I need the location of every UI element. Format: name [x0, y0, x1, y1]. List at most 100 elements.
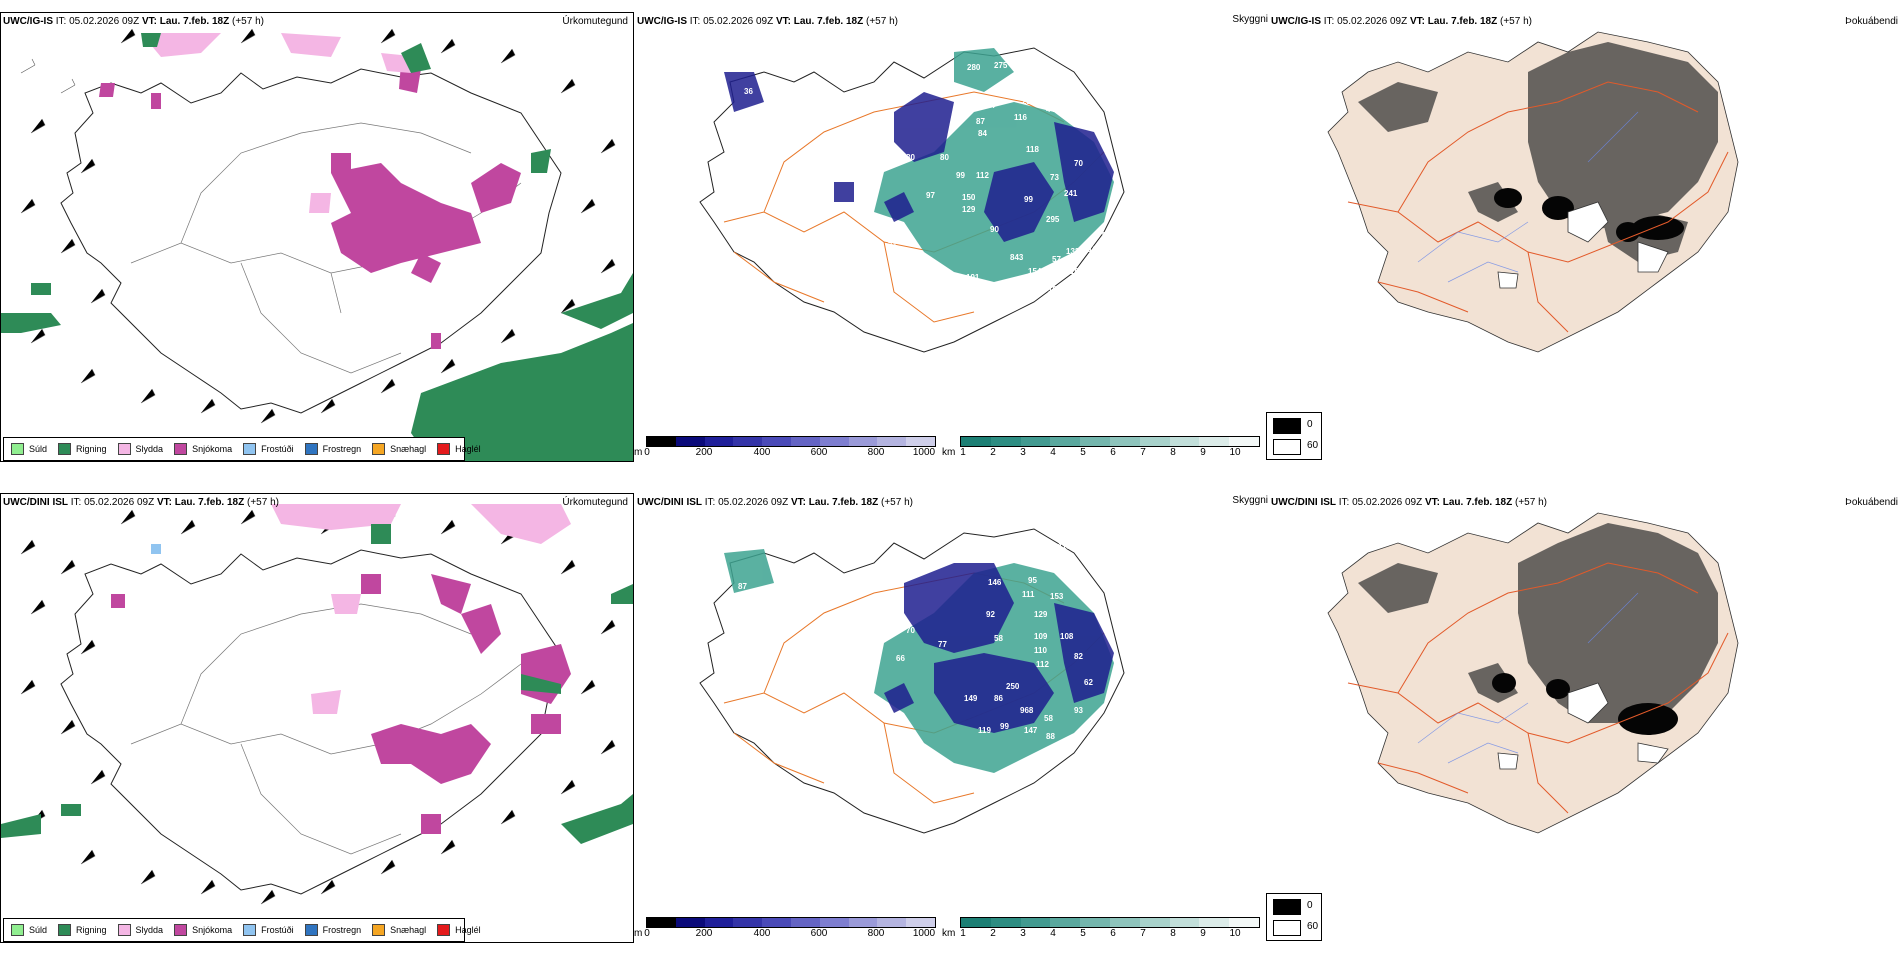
model-name: UWC/DINI ISL [637, 497, 702, 508]
legend-item-sudd: Súld [11, 924, 47, 936]
visibility-tick: 7 [1140, 928, 1146, 939]
precip-type-map[interactable] [1, 494, 633, 942]
ceiling-label: 87 [976, 117, 985, 126]
valid-time: Lau. 7.feb. 18Z [1427, 16, 1498, 27]
model-name: UWC/DINI ISL [3, 497, 68, 508]
iceland-outline [699, 47, 1125, 353]
ceiling-label: 114 [982, 101, 995, 110]
glaciers [1497, 682, 1669, 770]
legend-label: Snæhagl [390, 444, 427, 454]
fog-indicator-panel: UWC/IG-IS IT: 05.02.2026 09Z VT: Lau. 7.… [1268, 12, 1900, 482]
low-ceiling-areas [884, 563, 1114, 733]
ceiling-label: 250 [1006, 682, 1020, 691]
legend-item-snjokoma: Snjókoma [174, 924, 232, 936]
precip-type-map[interactable] [1, 13, 633, 461]
visibility-panel: 280 275 136 215 44 114 96 87 84 116 80 8… [634, 12, 1268, 482]
ceiling-labels: 280 275 136 215 44 114 96 87 84 116 80 8… [728, 61, 1111, 294]
roads [130, 603, 522, 855]
height-unit: m [634, 928, 643, 939]
visibility-tick: 4 [1050, 928, 1056, 939]
product-name: Úrkomutegund [562, 497, 628, 508]
visibility-panel: 115 95 111 153 146 129 70 92 77 58 109 1… [634, 493, 1268, 963]
visibility-colorbar-gradient [960, 436, 1260, 447]
visibility-tick: 2 [990, 447, 996, 458]
ceiling-height-colorbar: m 0 200 400 600 800 1000 [634, 917, 936, 939]
ceiling-label: 92 [764, 119, 773, 128]
initial-time: 05.02.2026 09Z [69, 16, 140, 27]
ceiling-label: 95 [1028, 576, 1037, 585]
lead-time: (+57 h) [1500, 16, 1532, 27]
roads [723, 91, 1105, 323]
ceiling-label: 70 [906, 626, 915, 635]
legend-label: Snæhagl [390, 925, 427, 935]
fog-indicator-map[interactable] [1268, 12, 1900, 432]
fog-legend-dark-label: 0 [1307, 900, 1313, 911]
visibility-tick: 1 [960, 928, 966, 939]
legend-label: Haglél [455, 925, 481, 935]
vt-label: VT: [1424, 497, 1440, 508]
visibility-tick: 1 [960, 447, 966, 458]
valid-time: Lau. 7.feb. 18Z [1442, 497, 1513, 508]
visibility-tick: 7 [1140, 447, 1146, 458]
ceiling-label: 99 [1024, 195, 1033, 204]
precip-type-legend: Súld Rigning Slydda Snjókoma Frostúði Fr… [3, 918, 481, 942]
visibility-tick: 8 [1170, 928, 1176, 939]
ceiling-label: 111 [1022, 590, 1035, 599]
ceiling-label: 118 [1026, 145, 1039, 154]
height-tick: 1000 [912, 447, 936, 458]
ceiling-label: 280 [967, 63, 981, 72]
ceiling-label: 58 [994, 634, 1003, 643]
it-label: IT: [1338, 497, 1350, 508]
ceiling-label: 195 [1048, 285, 1062, 294]
legend-label: Frostúði [261, 925, 294, 935]
valid-time: Lau. 7.feb. 18Z [793, 16, 864, 27]
ceiling-label: 99 [1000, 722, 1009, 731]
ceiling-label: 80 [906, 153, 915, 162]
ceiling-colorbar-gradient [646, 436, 936, 447]
legend-label: Frostúði [261, 444, 294, 454]
legend-label: Slydda [135, 444, 164, 454]
height-tick: 600 [810, 928, 828, 939]
swatch-haglel [437, 924, 451, 936]
vt-label: VT: [790, 497, 806, 508]
ceiling-label: 80 [940, 153, 949, 162]
height-unit: m [634, 447, 643, 458]
ceiling-label: 215 [1022, 97, 1036, 106]
ceiling-label: 112 [976, 171, 989, 180]
swatch-snjokoma [174, 924, 188, 936]
iceland-outline [60, 68, 562, 414]
visibility-tick: 6 [1110, 928, 1116, 939]
legend-item-haglel: Haglél [437, 924, 481, 936]
swatch-frostregn [304, 443, 318, 455]
ceiling-label: 275 [994, 61, 1008, 70]
dense-fog-spots [1494, 188, 1684, 242]
legend-item-slydda: Slydda [117, 924, 163, 936]
ceiling-label: 57 [892, 716, 901, 725]
fog-legend-dark-swatch [1273, 899, 1301, 915]
panel-title: UWC/IG-IS IT: 05.02.2026 09Z VT: Lau. 7.… [1271, 16, 1532, 27]
lead-time: (+57 h) [866, 16, 898, 27]
ceiling-label: 70 [1074, 159, 1083, 168]
ceiling-label: 82 [1074, 652, 1083, 661]
swatch-rigning [58, 443, 72, 455]
visibility-tick: 10 [1229, 928, 1241, 939]
lead-time: (+57 h) [881, 497, 913, 508]
swatch-snjokoma [174, 443, 188, 455]
panel-title: UWC/IG-IS IT: 05.02.2026 09Z VT: Lau. 7.… [637, 16, 898, 27]
ceiling-height-colorbar: m 0 200 400 600 800 1000 [634, 436, 936, 458]
fog-indicator-map[interactable] [1268, 493, 1900, 913]
ceiling-label: 146 [988, 578, 1002, 587]
height-tick: 1000 [912, 928, 936, 939]
ceiling-label: 97 [926, 191, 935, 200]
visibility-colorbar: km 1 2 3 4 5 6 7 8 9 10 [942, 436, 1268, 458]
visibility-tick: 3 [1020, 928, 1026, 939]
ceiling-labels: 115 95 111 153 146 129 70 92 77 58 109 1… [738, 542, 1093, 785]
ceiling-label: 154 [1028, 267, 1042, 276]
swatch-snaehagl [372, 924, 386, 936]
visibility-map[interactable]: 280 275 136 215 44 114 96 87 84 116 80 8… [634, 12, 1268, 432]
ceiling-label: 99 [956, 171, 965, 180]
fog-legend-light-label: 60 [1307, 921, 1319, 932]
height-tick: 0 [644, 928, 650, 939]
fog-legend: 0 60 [1266, 893, 1322, 941]
visibility-map[interactable]: 115 95 111 153 146 129 70 92 77 58 109 1… [634, 493, 1268, 913]
